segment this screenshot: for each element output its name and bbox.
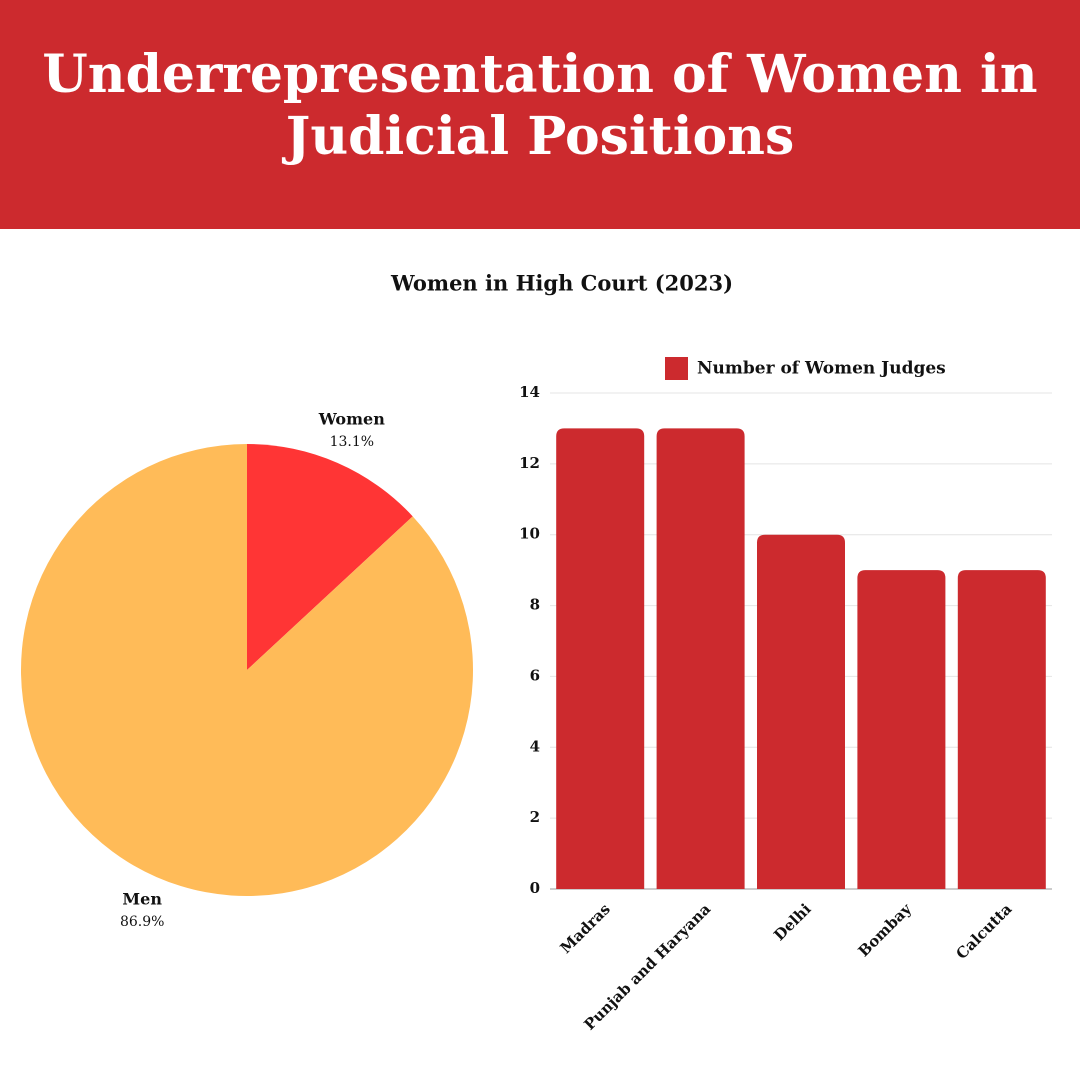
slice-value-label: 86.9% <box>120 914 164 930</box>
legend-label: Number of Women Judges <box>697 359 946 379</box>
slice-label: Men <box>122 890 162 909</box>
bar <box>957 570 1046 889</box>
legend-swatch <box>665 357 688 380</box>
bar <box>757 534 845 889</box>
x-tick-label: Calcutta <box>953 900 1016 963</box>
bar <box>656 428 745 889</box>
title: Underrepresentation of Women in Judicial … <box>42 44 1037 167</box>
subtitle: Women in High Court (2023) <box>390 271 733 296</box>
y-tick-label: 4 <box>530 737 540 755</box>
bar <box>857 570 946 889</box>
x-tick-label: Madras <box>557 900 614 957</box>
y-tick-label: 8 <box>530 596 540 614</box>
x-tick-label: Bombay <box>855 899 916 960</box>
y-tick-label: 0 <box>530 879 540 897</box>
y-tick-label: 6 <box>530 666 540 684</box>
slice-value-label: 13.1% <box>330 434 374 450</box>
y-tick-label: 14 <box>519 383 540 401</box>
pie-slice <box>247 444 413 670</box>
bar <box>556 428 645 889</box>
y-tick-label: 10 <box>519 525 540 543</box>
slice-label: Women <box>318 409 385 428</box>
x-tick-label: Delhi <box>770 900 815 945</box>
y-tick-label: 2 <box>530 808 540 826</box>
header-band <box>0 0 1080 229</box>
y-tick-label: 12 <box>519 454 540 472</box>
pie-slice <box>20 444 473 897</box>
